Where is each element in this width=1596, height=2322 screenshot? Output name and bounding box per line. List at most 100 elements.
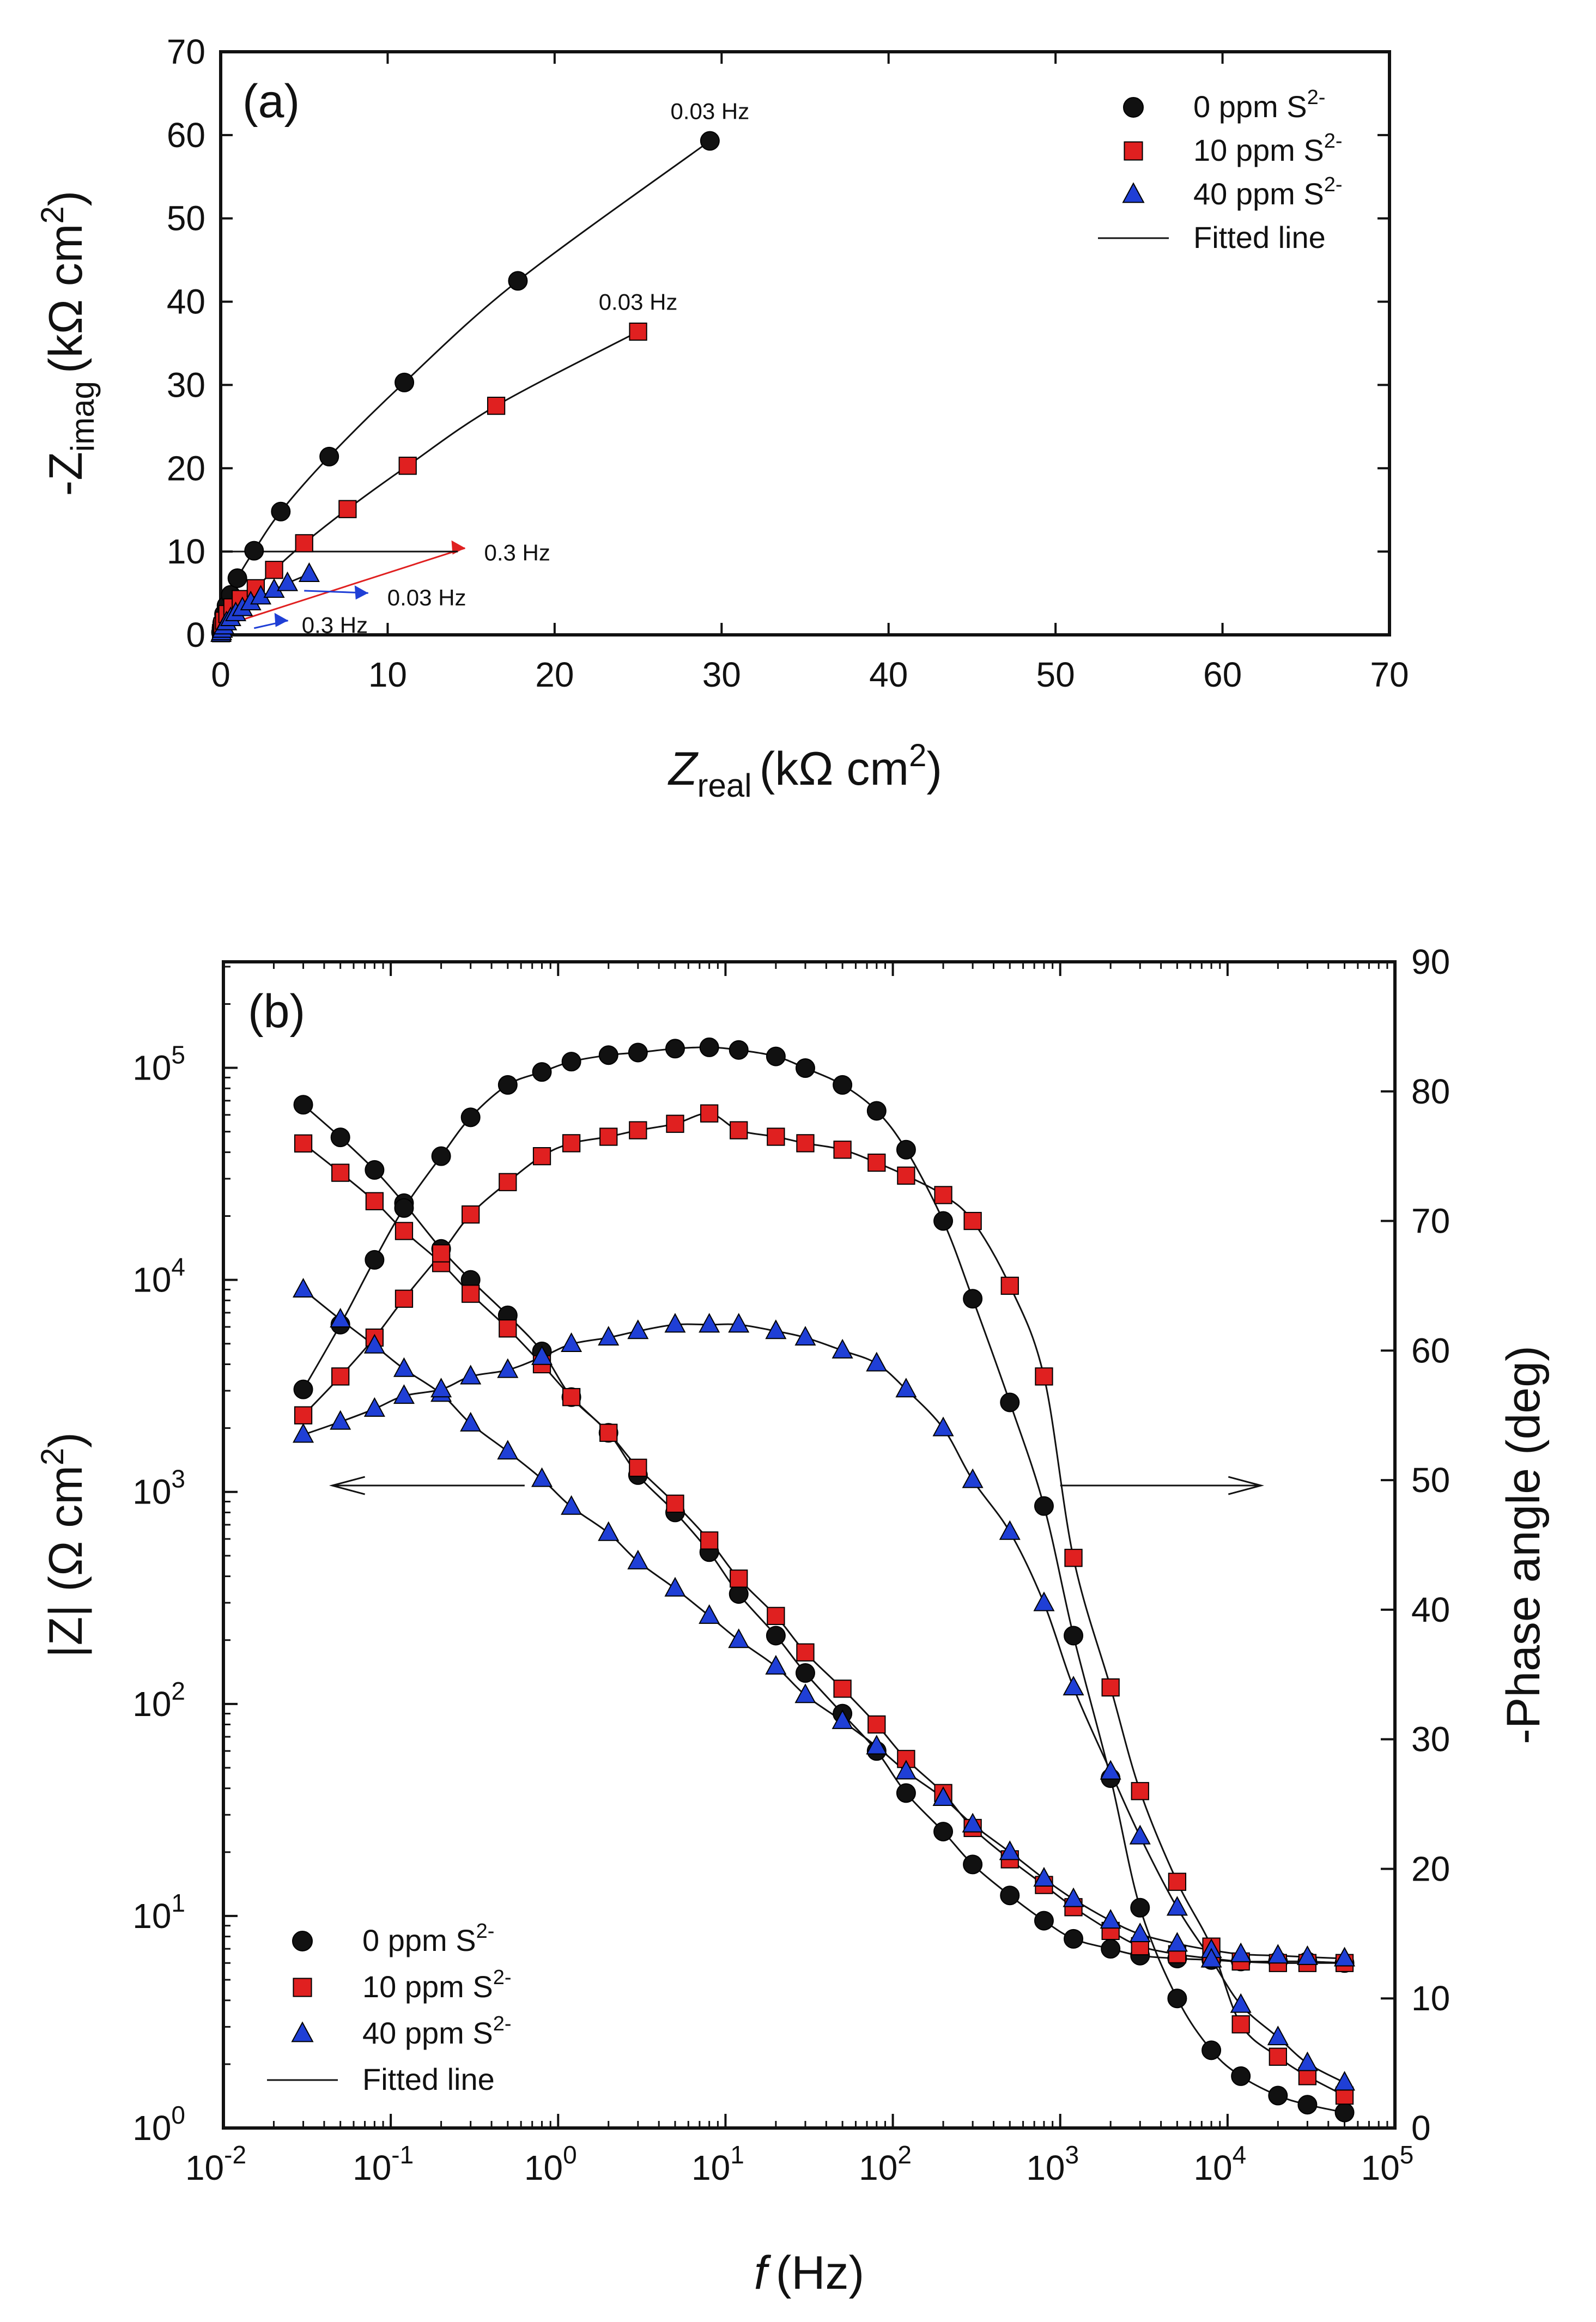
modulus-point-2	[664, 1577, 686, 1597]
panel-b-right-y-axis-label: -Phase angle (deg)	[1497, 1345, 1550, 1744]
panel-b: (b) 10-2 10-1 100 101 102 103 104 1051001011021…	[35, 942, 1550, 2299]
phase-point-0	[1268, 2085, 1288, 2106]
modulus-point-2	[1267, 1944, 1289, 1964]
phase-point-2	[699, 1313, 720, 1333]
panel-a-fitted-lines	[220, 140, 711, 635]
data-point-a-2	[277, 571, 299, 591]
modulus-point-2	[1296, 1945, 1318, 1965]
annotation-label: 0.03 Hz	[670, 99, 749, 124]
phase-point-0	[497, 1075, 518, 1095]
phase-point-1	[462, 1205, 480, 1224]
y-right-tick-label: 20	[1411, 1849, 1450, 1888]
modulus-point-1	[767, 1606, 785, 1625]
y-right-tick-label: 60	[1411, 1331, 1450, 1370]
legend-item-b-0: 0 ppm S2-	[292, 1920, 494, 1957]
legend-label: 10 ppm S2-	[1193, 130, 1343, 167]
phase-point-1	[1101, 1678, 1120, 1697]
phase-point-2	[497, 1358, 519, 1378]
modulus-point-2	[598, 1521, 620, 1541]
modulus-point-1	[294, 1134, 313, 1153]
phase-point-1	[1231, 2015, 1250, 2034]
modulus-point-2	[293, 1277, 314, 1298]
modulus-point-0	[795, 1663, 815, 1683]
modulus-point-1	[462, 1284, 480, 1303]
legend-label: 10 ppm S2-	[362, 1966, 512, 2004]
phase-point-1	[294, 1406, 313, 1424]
legend-marker	[1124, 141, 1143, 161]
modulus-point-2	[794, 1683, 816, 1703]
y-right-tick-label: 80	[1411, 1072, 1450, 1111]
modulus-point-2	[1063, 1887, 1084, 1907]
phase-point-2	[430, 1378, 452, 1398]
legend-item-a-1: 10 ppm S2-	[1124, 130, 1343, 167]
phase-point-1	[1064, 1549, 1083, 1567]
data-point-a-0	[319, 446, 339, 466]
legend-item-a-0: 0 ppm S2-	[1123, 86, 1325, 124]
panel-b-x-axis-label: f (Hz)	[754, 2247, 864, 2299]
modulus-point-2	[531, 1467, 553, 1487]
phase-point-1	[796, 1134, 815, 1153]
phase-point-0	[598, 1045, 618, 1065]
data-point-a-0	[244, 541, 264, 561]
legend-label: 40 ppm S2-	[362, 2012, 512, 2050]
legend-item-a-3: Fitted line	[1098, 220, 1326, 254]
fitted-line-modulus-2	[302, 1289, 1345, 1960]
modulus-point-2	[1129, 1922, 1151, 1943]
legend-marker	[291, 2021, 314, 2042]
modulus-point-0	[1064, 1929, 1084, 1949]
panel-a-annotations: 0.03 Hz 0.03 Hz 0.3 Hz 0.03 Hz 0.3 Hz	[230, 99, 749, 638]
phase-point-0	[795, 1058, 815, 1078]
y-tick-label: 60	[167, 116, 205, 155]
modulus-point-0	[963, 1854, 983, 1875]
annotation-label: 0.03 Hz	[599, 289, 678, 315]
fitted-line-modulus-1	[302, 1143, 1345, 1964]
y-tick-label: 40	[167, 282, 205, 322]
legend-label: 40 ppm S2-	[1193, 173, 1343, 211]
phase-point-0	[1130, 1897, 1150, 1918]
phase-point-0	[1297, 2095, 1318, 2115]
axis-arrowhead-right	[1228, 1476, 1265, 1495]
phase-point-2	[1166, 1896, 1188, 1916]
phase-point-0	[1334, 2102, 1355, 2123]
phase-point-0	[394, 1198, 414, 1218]
phase-point-2	[1033, 1591, 1055, 1611]
panel-a-frame	[219, 50, 1391, 636]
x-tick-label: 102	[859, 2141, 912, 2187]
legend-item-b-1: 10 ppm S2-	[293, 1966, 512, 2004]
phase-point-0	[628, 1042, 648, 1063]
phase-point-2	[460, 1365, 482, 1385]
x-tick-label: 105	[1361, 2141, 1414, 2187]
panel-b-points	[293, 1037, 1356, 2123]
phase-point-1	[532, 1147, 551, 1166]
phase-point-0	[365, 1250, 385, 1270]
phase-point-1	[599, 1127, 618, 1146]
phase-point-2	[1063, 1676, 1084, 1696]
x-tick-label: 10-2	[185, 2141, 246, 2187]
modulus-point-2	[765, 1654, 787, 1675]
phase-point-2	[1200, 1948, 1222, 1968]
annotation-label: 0.03 Hz	[387, 585, 466, 610]
modulus-point-2	[460, 1411, 482, 1432]
phase-point-2	[1129, 1824, 1151, 1845]
x-tick-label: 10	[368, 655, 407, 694]
x-tick-label: 40	[869, 655, 908, 694]
modulus-point-2	[627, 1549, 649, 1569]
phase-point-2	[962, 1468, 984, 1488]
data-point-a-1	[487, 397, 506, 415]
phase-point-2	[866, 1351, 888, 1372]
phase-point-1	[395, 1289, 414, 1308]
modulus-point-2	[932, 1786, 954, 1806]
phase-point-0	[1000, 1392, 1020, 1412]
modulus-point-1	[331, 1163, 350, 1182]
modulus-point-1	[562, 1388, 581, 1406]
panel-a-ticks: 0 10 20 30 40 50 60 70 0 10 20 30 40 50 60 70	[167, 32, 1409, 694]
phase-point-2	[765, 1319, 787, 1339]
y-tick-label: 50	[167, 199, 205, 238]
axis-arrowhead-left	[329, 1476, 366, 1495]
modulus-point-1	[365, 1192, 384, 1210]
panel-a: (a) 0 10 20 30 40 50 60 70 0 10 20 30 40 50 60 70 0.03 …	[35, 32, 1409, 804]
modulus-point-2	[1230, 1942, 1252, 1962]
modulus-point-2	[363, 1333, 385, 1354]
modulus-point-1	[730, 1569, 748, 1588]
modulus-point-1	[666, 1494, 684, 1513]
